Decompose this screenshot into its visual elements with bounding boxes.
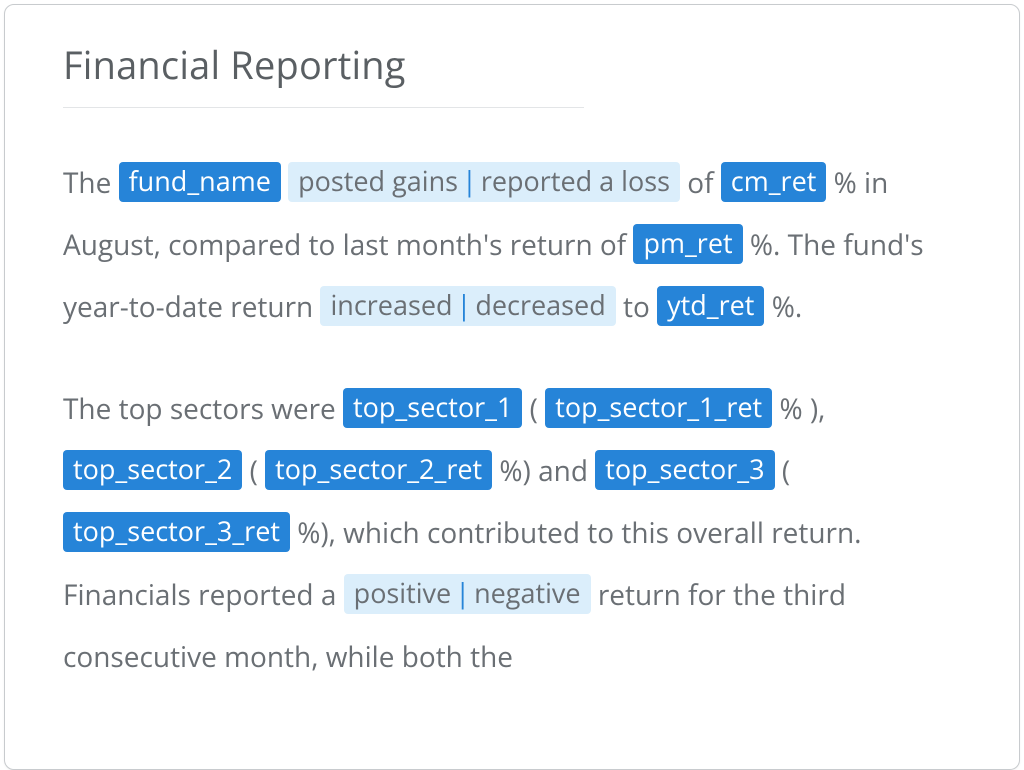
paragraph: The fund_name posted gains|reported a lo… [63,152,961,338]
page-title: Financial Reporting [63,39,584,108]
template-variable[interactable]: top_sector_1 [343,388,522,428]
document-card: Financial Reporting The fund_name posted… [4,4,1020,770]
template-variable[interactable]: pm_ret [633,224,742,264]
template-variable[interactable]: top_sector_3_ret [63,512,290,552]
template-variable[interactable]: top_sector_2_ret [265,450,492,490]
conditional-separator: | [453,286,476,323]
conditional-separator: | [451,574,474,611]
paragraph: The top sectors were top_sector_1 ( top_… [63,378,961,688]
template-variable[interactable]: top_sector_2 [63,450,242,490]
conditional-separator: | [458,162,481,199]
template-variable[interactable]: fund_name [119,162,281,202]
template-conditional[interactable]: posted gains|reported a loss [288,162,680,202]
template-variable[interactable]: ytd_ret [657,286,764,326]
template-conditional[interactable]: increased|decreased [320,286,615,326]
template-variable[interactable]: top_sector_3 [595,450,774,490]
document-body: The fund_name posted gains|reported a lo… [63,152,961,688]
template-variable[interactable]: cm_ret [721,162,827,202]
template-conditional[interactable]: positive|negative [344,574,591,614]
template-variable[interactable]: top_sector_1_ret [545,388,772,428]
